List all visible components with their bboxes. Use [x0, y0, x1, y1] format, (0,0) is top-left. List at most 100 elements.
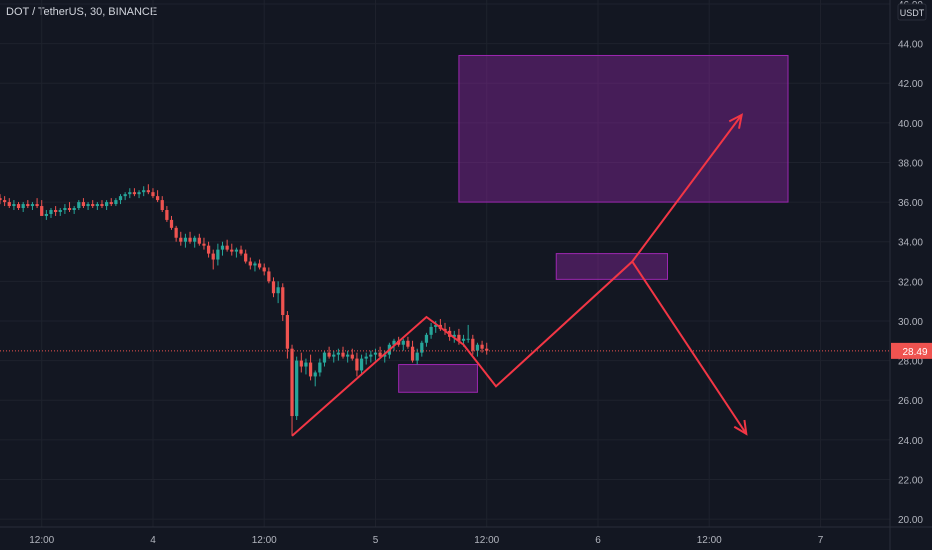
symbol-label: DOT / TetherUS, 30, BINANCE — [6, 6, 158, 18]
candle — [346, 354, 350, 357]
candle — [174, 227, 178, 238]
y-tick-label: 32.00 — [898, 277, 923, 288]
candle — [341, 352, 345, 357]
candle — [383, 354, 387, 357]
candle — [146, 190, 150, 193]
candle — [295, 360, 299, 417]
time-axis-bg — [0, 527, 932, 550]
candle — [54, 210, 58, 212]
candle — [285, 315, 290, 349]
candle — [230, 249, 234, 252]
zone-rect — [555, 253, 668, 280]
candle — [35, 204, 39, 207]
candle — [281, 287, 285, 316]
candle — [452, 334, 456, 337]
currency-box — [897, 3, 927, 21]
candle — [58, 210, 62, 212]
candle — [16, 204, 21, 209]
candle — [373, 352, 378, 355]
candle — [406, 340, 410, 347]
candle — [471, 338, 475, 351]
candle — [183, 237, 188, 242]
x-tick-label: 12:00 — [252, 535, 277, 546]
x-tick-label: 12:00 — [29, 535, 54, 546]
candle — [40, 206, 44, 216]
candle — [0, 198, 2, 201]
candle — [151, 192, 155, 197]
candle — [104, 202, 109, 207]
candle — [350, 354, 354, 359]
candle — [202, 243, 206, 246]
candle — [359, 358, 364, 371]
last-price-badge — [891, 342, 932, 359]
candle — [123, 194, 127, 197]
arrow-down-line — [631, 260, 748, 435]
candle — [248, 261, 252, 266]
candle — [197, 237, 201, 244]
candle — [179, 237, 183, 242]
candle — [169, 219, 174, 228]
candle — [253, 263, 257, 266]
candle — [72, 208, 76, 211]
candle — [457, 334, 461, 341]
candle — [12, 204, 16, 207]
candle — [244, 253, 248, 262]
candle — [26, 204, 30, 207]
candle — [3, 200, 7, 203]
candle — [424, 334, 429, 343]
x-tick-label: 12:00 — [697, 535, 722, 546]
candle — [30, 204, 35, 207]
candle — [234, 249, 239, 252]
candle — [267, 271, 271, 282]
candle — [49, 210, 53, 214]
candle — [332, 354, 336, 357]
candle — [137, 192, 141, 195]
y-tick-label: 42.00 — [898, 79, 923, 90]
candle — [188, 237, 192, 242]
candle — [67, 208, 72, 211]
candle — [429, 326, 433, 335]
candle — [44, 213, 48, 216]
candle — [299, 360, 303, 367]
zone-rect — [398, 364, 478, 393]
candle — [193, 237, 197, 242]
candle — [132, 192, 137, 195]
y-tick-label: 26.00 — [898, 396, 923, 407]
candle — [211, 253, 215, 260]
candle — [160, 200, 164, 211]
candle — [480, 344, 484, 349]
candle — [91, 204, 95, 207]
candle — [461, 338, 466, 341]
candle — [290, 348, 294, 417]
x-tick-label: 12:00 — [474, 535, 499, 546]
candle — [466, 338, 470, 340]
candle — [271, 281, 276, 294]
y-tick-label: 44.00 — [898, 40, 923, 51]
candle — [392, 340, 396, 345]
x-tick-label: 4 — [150, 535, 156, 546]
grid-lines — [0, 0, 890, 527]
arrow-down-head — [733, 419, 748, 436]
candle — [155, 196, 160, 201]
candle — [220, 245, 225, 250]
candles-group — [0, 184, 890, 436]
candle — [86, 204, 90, 207]
y-tick-label: 30.00 — [898, 317, 923, 328]
candle — [257, 263, 262, 268]
candle — [81, 202, 86, 207]
x-tick-label: 6 — [595, 535, 601, 546]
currency-label: USDT — [900, 8, 925, 18]
candle — [475, 344, 480, 351]
candle — [434, 324, 438, 327]
candle — [7, 202, 11, 207]
candle — [401, 340, 405, 345]
candle — [304, 362, 308, 367]
candle — [114, 200, 118, 205]
candle — [77, 202, 81, 209]
candle — [239, 249, 243, 254]
y-tick-label: 38.00 — [898, 158, 923, 169]
candle — [21, 204, 25, 209]
drawings-group — [291, 113, 748, 437]
